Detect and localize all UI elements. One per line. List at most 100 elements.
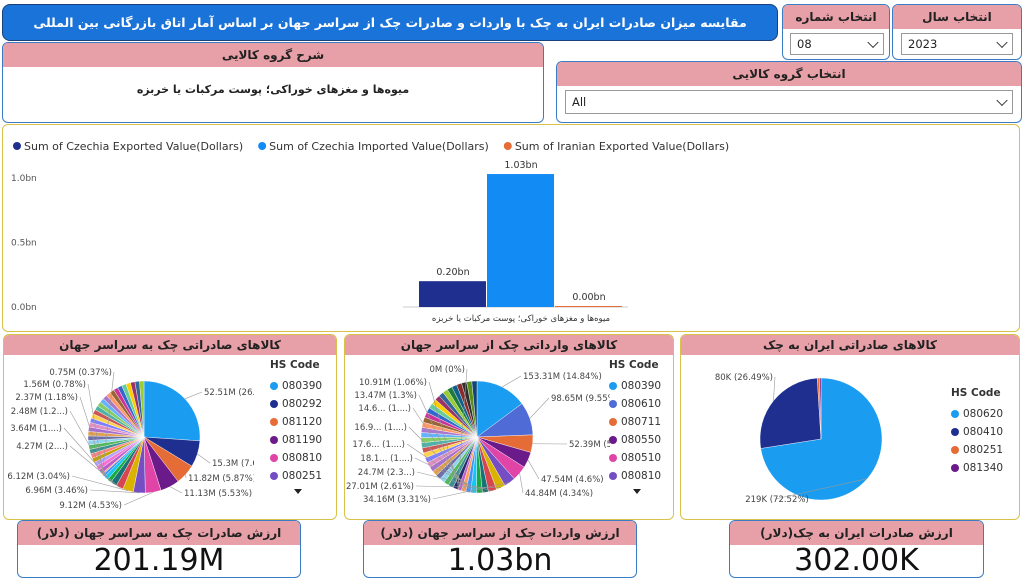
legend-scroll-down-icon[interactable] [633, 489, 641, 494]
leader-line [519, 473, 524, 494]
pie-data-label: 98.65M (9.55%) [551, 394, 610, 404]
legend-item[interactable]: 080810 [609, 467, 673, 485]
legend-label: 080251 [282, 470, 323, 482]
legend-item[interactable]: 080251 [951, 441, 1017, 459]
leader-line [527, 459, 540, 480]
bar-data-label: 0.00bn [572, 292, 605, 303]
bar-data-label: 1.03bn [504, 160, 537, 171]
leader-line [406, 443, 480, 494]
group-dropdown[interactable]: All [565, 90, 1013, 114]
legend-item[interactable]: 081340 [951, 459, 1017, 477]
leader-line [414, 457, 486, 493]
legend-item[interactable]: 080711 [609, 413, 673, 431]
pie-data-label: 52.39M (5.07%) [569, 440, 610, 450]
bar[interactable] [419, 281, 486, 307]
legend-item[interactable]: 080410 [951, 423, 1017, 441]
leader-line [69, 445, 120, 488]
description-text: میوه‌ها و مغزهای خوراکی؛ پوست مرکبات یا … [136, 83, 410, 96]
leader-line [774, 478, 868, 500]
legend-label: 080610 [621, 398, 662, 410]
legend-item[interactable]: 080810 [270, 449, 336, 467]
legend-label: Sum of Iranian Exported Value(Dollars) [515, 140, 729, 153]
pie-data-label: 18.1... (1....) [360, 454, 413, 464]
pie-data-label: 13.47M (1.3%) [354, 391, 417, 401]
bar[interactable] [555, 306, 622, 307]
legend-item[interactable]: 080550 [609, 431, 673, 449]
leader-line [71, 475, 129, 491]
pie-data-label: 16.9... (1....) [354, 423, 407, 433]
pie-data-label: 11.82M (5.87%) [188, 474, 254, 484]
kpi-ir-exports: ارزش صادرات ایران به چک(دلار) 302.00K [729, 520, 984, 578]
legend-scroll-down-icon[interactable] [294, 489, 302, 494]
legend-label: 080810 [621, 470, 662, 482]
legend-item[interactable]: 080390 [609, 377, 673, 395]
legend-item[interactable]: 080292 [270, 395, 336, 413]
pie-slice[interactable] [759, 377, 822, 449]
chapter-dropdown-value: 08 [797, 37, 812, 51]
legend-item[interactable]: 080510 [609, 449, 673, 467]
pie-data-label: 3.64M (1....) [10, 424, 62, 434]
legend-dot [609, 436, 617, 444]
kpi-label: ارزش واردات چک از سراسر جهان (دلار) [364, 521, 636, 545]
pie-slice[interactable] [471, 380, 478, 438]
bar-chart: Sum of Czechia Exported Value(Dollars) Su… [11, 140, 729, 324]
leader-line [63, 427, 114, 485]
kpi-label: ارزش صادرات ایران به چک(دلار) [730, 521, 983, 545]
pie-data-label: 44.84M (4.34%) [525, 489, 593, 499]
legend-label: 080711 [621, 416, 662, 428]
legend-item[interactable]: 080620 [951, 405, 1017, 423]
bar-data-label: 0.20bn [436, 267, 469, 278]
leader-line [101, 371, 115, 475]
legend-label: 081120 [282, 416, 323, 428]
legend-label: 080550 [621, 434, 662, 446]
kpi-value: 201.19M [93, 543, 225, 578]
legend-title: HS Code [609, 359, 659, 371]
pie-data-label: 153.31M (14.84%) [523, 372, 602, 382]
legend-item[interactable]: 080610 [609, 395, 673, 413]
pie-title: کالاهای صادراتی ایران به چک [681, 335, 1019, 355]
leader-line [412, 407, 469, 493]
report-title-text: مقایسه میزان صادرات ایران به چک با واردا… [33, 15, 747, 30]
legend-dot [270, 418, 278, 426]
pie-data-label: 2.37M (1.18%) [15, 393, 78, 403]
pie-data-label: 17.6... (1....) [352, 440, 405, 450]
pie-chart-cz-exports: 52.51M (26.1%) 15.3M (7.6%) 11.82M (5.87%)… [7, 368, 254, 511]
leader-line [408, 426, 474, 494]
legend-dot [270, 382, 278, 390]
legend-dot [951, 446, 959, 454]
legend-dot [270, 436, 278, 444]
legend-item-2[interactable]: Sum of Iranian Exported Value(Dollars) [503, 140, 729, 153]
pie-slice[interactable] [139, 380, 145, 438]
pie-data-label: 27.01M (2.61%) [346, 482, 414, 492]
year-dropdown[interactable]: 2023 [901, 33, 1013, 55]
pie-slice[interactable] [476, 380, 523, 438]
pie-data-label: 2.48M (1.2...) [11, 407, 68, 417]
bar[interactable] [487, 174, 554, 307]
legend-dot [270, 454, 278, 462]
legend-item-1[interactable]: Sum of Czechia Imported Value(Dollars) [258, 140, 489, 153]
legend-label: 080510 [621, 452, 662, 464]
legend-label: 080390 [282, 380, 323, 392]
legend-item[interactable]: 081120 [270, 413, 336, 431]
legend-dot [951, 464, 959, 472]
chapter-dropdown[interactable]: 08 [790, 33, 884, 55]
kpi-value: 1.03bn [447, 543, 553, 578]
pie-slice[interactable] [819, 377, 822, 440]
pie-legend: HS Code 080620 080410 080251 081340 [951, 387, 1017, 477]
legend-item[interactable]: 080251 [270, 467, 336, 485]
y-tick-label: 1.0bn [11, 174, 37, 184]
description-card: شرح گروه کالایی میوه‌ها و مغزهای خوراکی؛… [2, 42, 544, 123]
leader-line [89, 489, 140, 494]
leader-line [169, 486, 183, 494]
leader-line [457, 368, 468, 490]
legend-item[interactable]: 080390 [270, 377, 336, 395]
y-tick-label: 0.0bn [11, 303, 37, 313]
pie-card-cz-exports: کالاهای صادراتی چک به سراسر جهان 52.51M … [3, 334, 337, 520]
legend-dot [258, 142, 267, 150]
leader-line [428, 381, 460, 491]
kpi-cz-exports: ارزش صادرات چک به سراسر جهان (دلار) 201.… [17, 520, 301, 578]
pie-slice[interactable] [143, 380, 201, 442]
legend-item-0[interactable]: Sum of Czechia Exported Value(Dollars) [13, 140, 243, 153]
chapter-slicer-label: انتخاب شماره فصل [783, 5, 889, 48]
legend-item[interactable]: 081190 [270, 431, 336, 449]
